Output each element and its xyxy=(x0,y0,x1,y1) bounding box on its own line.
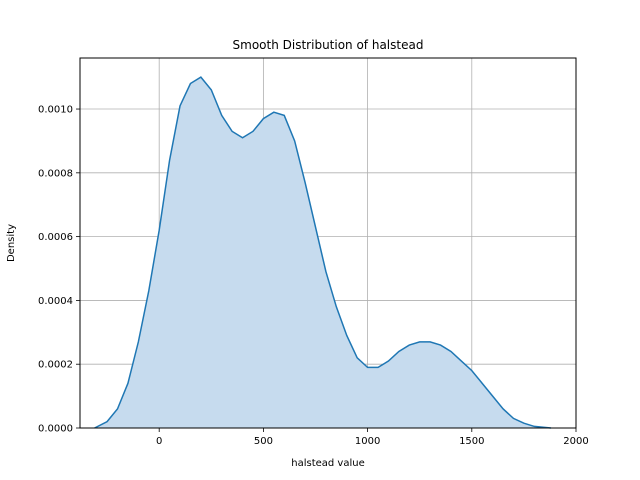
x-axis-label: halstead value xyxy=(291,458,365,469)
y-tick-label: 0.0004 xyxy=(38,296,73,307)
x-tick-label: 0 xyxy=(156,436,162,447)
density-line xyxy=(94,76,552,429)
x-axis-ticks: 0 500 1000 1500 2000 xyxy=(156,428,589,447)
x-tick-label: 1500 xyxy=(459,436,484,447)
y-tick-label: 0.0002 xyxy=(38,360,73,371)
y-tick-label: 0.0008 xyxy=(38,168,73,179)
y-axis-ticks: 0.0000 0.0002 0.0004 0.0006 0.0008 0.0010 xyxy=(38,105,80,435)
y-tick-label: 0.0010 xyxy=(38,105,73,116)
density-area xyxy=(94,77,551,428)
y-tick-label: 0.0006 xyxy=(38,232,73,243)
y-axis-label: Density xyxy=(6,224,17,262)
x-tick-label: 2000 xyxy=(563,436,588,447)
x-tick-label: 1000 xyxy=(355,436,380,447)
y-tick-label: 0.0000 xyxy=(38,424,73,435)
chart-title: Smooth Distribution of halstead xyxy=(233,38,424,52)
x-tick-label: 500 xyxy=(254,436,273,447)
plot-frame xyxy=(79,57,577,429)
